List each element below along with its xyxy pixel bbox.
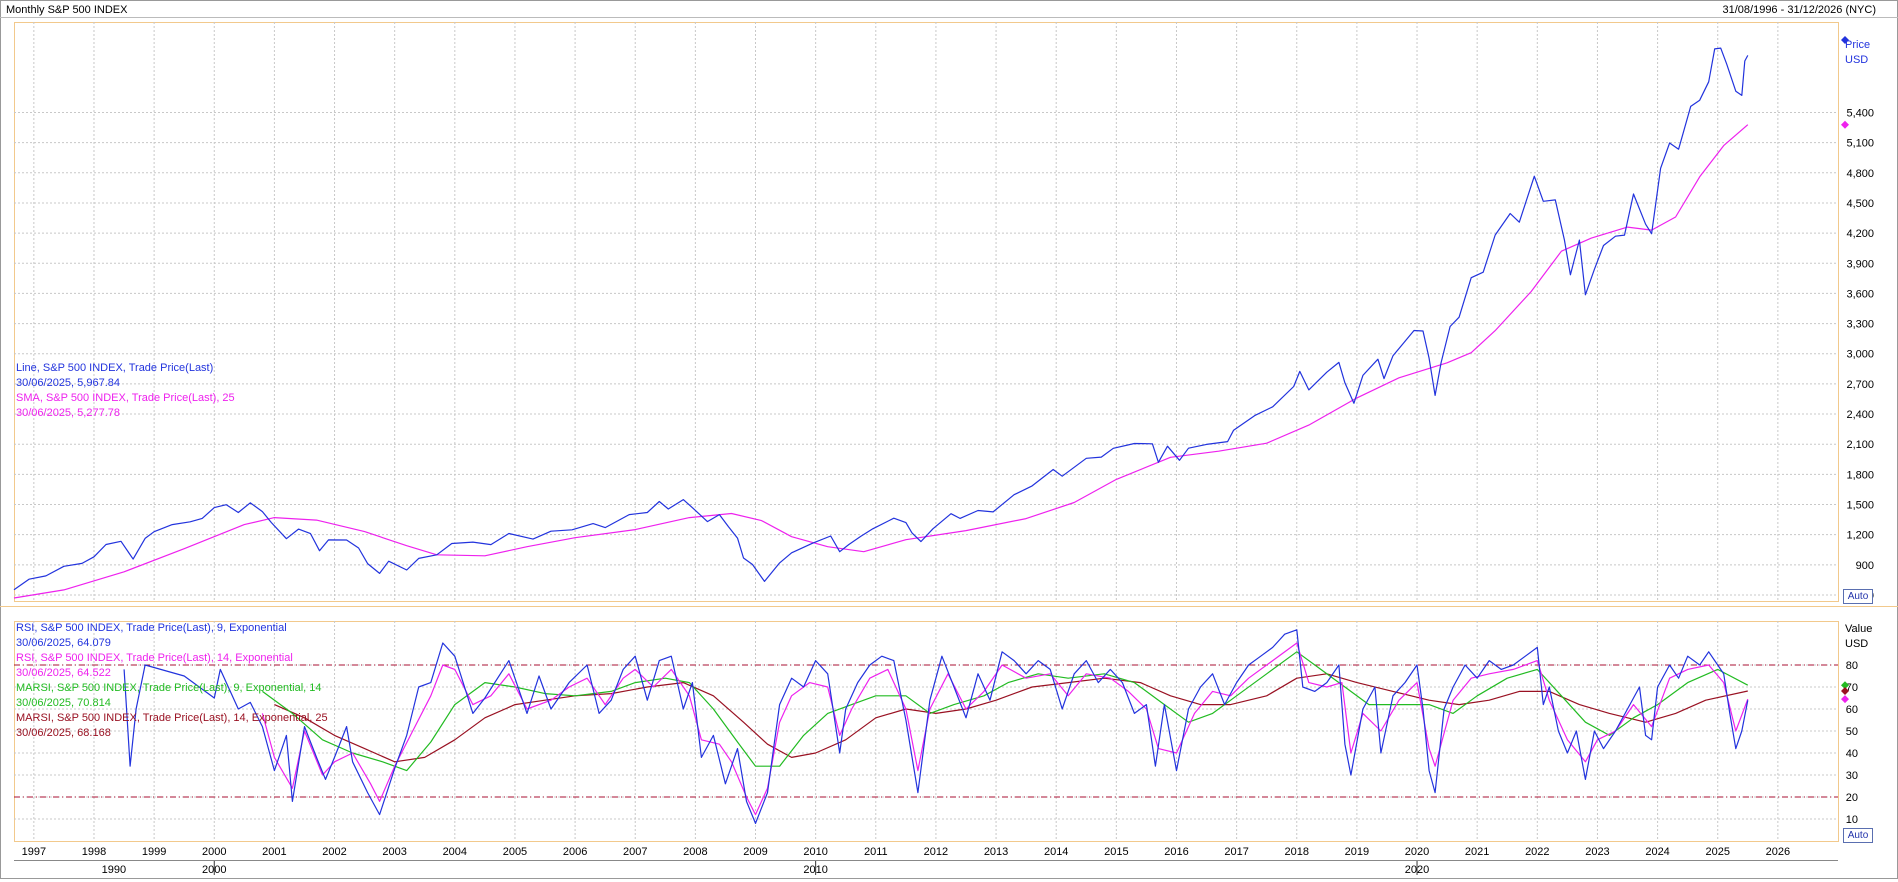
price-tick-label: 4,200 xyxy=(1846,228,1874,240)
rsi14-last-marker xyxy=(1841,695,1849,704)
price-tick-label: 5,100 xyxy=(1846,138,1874,150)
indicator-series-line xyxy=(261,642,1749,816)
x-tick-label: 2023 xyxy=(1585,846,1609,858)
price-tick-label: 1,800 xyxy=(1846,469,1874,481)
x-tick-label: 2002 xyxy=(322,846,346,858)
legend-item: MARSI, S&P 500 INDEX, Trade Price(Last),… xyxy=(16,712,328,724)
x-tick-label: 2008 xyxy=(683,846,707,858)
x-tick-label: 2003 xyxy=(382,846,406,858)
legend-item: Line, S&P 500 INDEX, Trade Price(Last) xyxy=(16,362,214,374)
indicator-tick-label: 20 xyxy=(1846,792,1858,804)
sma-last-marker xyxy=(1841,120,1849,129)
legend-value: 30/06/2025, 70.814 xyxy=(16,697,111,709)
x-tick-label: 2000 xyxy=(202,846,226,858)
indicator-legend: RSI, S&P 500 INDEX, Trade Price(Last), 9… xyxy=(16,621,328,741)
x-tick-label: 2004 xyxy=(443,846,467,858)
price-tick-label: 4,800 xyxy=(1846,168,1874,180)
x-tick-label: 2010 xyxy=(803,846,827,858)
x-tick-label: 2025 xyxy=(1705,846,1729,858)
x-tick-label: 1998 xyxy=(82,846,106,858)
price-tick-label: 1,500 xyxy=(1846,500,1874,512)
legend-item: RSI, S&P 500 INDEX, Trade Price(Last), 1… xyxy=(16,652,293,664)
marsi14-last-marker xyxy=(1841,686,1849,695)
price-axis-unit: USD xyxy=(1845,54,1868,66)
price-axis-title: Price xyxy=(1845,39,1870,51)
date-range: 31/08/1996 - 31/12/2026 (NYC) xyxy=(1722,4,1877,16)
x-tick-label: 2021 xyxy=(1465,846,1489,858)
x-tick-label: 2024 xyxy=(1645,846,1669,858)
x-tick-label: 2022 xyxy=(1525,846,1549,858)
price-tick-label: 3,300 xyxy=(1846,319,1874,331)
x-tick-label: 2011 xyxy=(864,846,888,858)
legend-value: 30/06/2025, 64.522 xyxy=(16,667,111,679)
legend-value: 30/06/2025, 5,967.84 xyxy=(16,377,120,389)
price-plot-border xyxy=(14,22,1839,602)
x-tick-label: 2006 xyxy=(563,846,587,858)
x-tick-label: 2020 xyxy=(1405,846,1429,858)
price-legend: Line, S&P 500 INDEX, Trade Price(Last) 3… xyxy=(16,361,235,421)
x-tick-label: 2007 xyxy=(623,846,647,858)
price-tick-label: 5,400 xyxy=(1846,107,1874,119)
legend-value: 30/06/2025, 5,277.78 xyxy=(16,407,120,419)
price-tick-label: 3,000 xyxy=(1846,349,1874,361)
x-tick-label: 2018 xyxy=(1285,846,1309,858)
x-tick-label: 2012 xyxy=(924,846,948,858)
x-tick-label: 2026 xyxy=(1766,846,1790,858)
x-tick-label: 2001 xyxy=(262,846,286,858)
indicator-tick-label: 30 xyxy=(1846,770,1858,782)
indicator-series-line xyxy=(274,673,1748,763)
x-tick-label: 2009 xyxy=(743,846,767,858)
price-series-line xyxy=(13,47,1749,591)
price-last-marker xyxy=(1841,36,1849,44)
legend-item: MARSI, S&P 500 INDEX, Trade Price(Last),… xyxy=(16,682,322,694)
decade-label: 1990 xyxy=(102,864,126,876)
price-tick-label: 3,900 xyxy=(1846,258,1874,270)
x-tick-label: 1997 xyxy=(22,846,46,858)
legend-item: SMA, S&P 500 INDEX, Trade Price(Last), 2… xyxy=(16,392,235,404)
x-tick-label: 2016 xyxy=(1164,846,1188,858)
indicator-series-line xyxy=(262,651,1749,772)
sma-series-line xyxy=(13,124,1749,599)
marsi9-last-marker xyxy=(1841,681,1849,690)
indicator-tick-label: 10 xyxy=(1846,814,1858,826)
x-tick-label: 2015 xyxy=(1104,846,1128,858)
price-tick-label: 1,200 xyxy=(1846,530,1874,542)
chart-title: Monthly S&P 500 INDEX xyxy=(6,4,128,16)
price-tick-label: 900 xyxy=(1856,560,1874,572)
indicator-axis-unit: USD xyxy=(1845,638,1868,650)
indicator-auto-scale-button[interactable]: Auto xyxy=(1843,828,1873,843)
decade-label: 2020 xyxy=(1405,864,1429,876)
price-tick-label: 4,500 xyxy=(1846,198,1874,210)
x-tick-label: 2019 xyxy=(1345,846,1369,858)
decade-label: 2010 xyxy=(803,864,827,876)
indicator-tick-label: 40 xyxy=(1846,748,1858,760)
indicator-tick-label: 80 xyxy=(1846,660,1858,672)
price-tick-label: 2,100 xyxy=(1846,439,1874,451)
legend-item: RSI, S&P 500 INDEX, Trade Price(Last), 9… xyxy=(16,622,287,634)
x-tick-label: 2017 xyxy=(1224,846,1248,858)
indicator-tick-label: 60 xyxy=(1846,704,1858,716)
price-tick-label: 3,600 xyxy=(1846,288,1874,300)
price-auto-scale-button[interactable]: Auto xyxy=(1843,589,1873,604)
x-tick-label: 2005 xyxy=(503,846,527,858)
price-tick-label: 2,700 xyxy=(1846,379,1874,391)
x-tick-label: 2014 xyxy=(1044,846,1068,858)
decade-label: 2000 xyxy=(202,864,226,876)
indicator-axis-title: Value xyxy=(1845,623,1872,635)
x-tick-label: 2013 xyxy=(984,846,1008,858)
indicator-tick-label: 50 xyxy=(1846,726,1858,738)
x-tick-label: 1999 xyxy=(142,846,166,858)
indicator-series-line xyxy=(123,629,1749,824)
legend-value: 30/06/2025, 64.079 xyxy=(16,637,111,649)
price-tick-label: 2,400 xyxy=(1846,409,1874,421)
legend-value: 30/06/2025, 68.168 xyxy=(16,727,111,739)
